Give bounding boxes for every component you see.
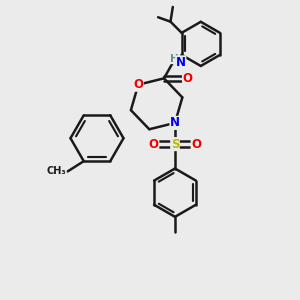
Text: S: S bbox=[171, 138, 179, 151]
Text: O: O bbox=[182, 72, 193, 85]
Text: O: O bbox=[133, 78, 143, 91]
Text: H: H bbox=[170, 54, 179, 64]
Text: O: O bbox=[191, 138, 201, 151]
Text: N: N bbox=[170, 116, 180, 129]
Text: O: O bbox=[149, 138, 159, 151]
Text: CH₃: CH₃ bbox=[46, 167, 66, 176]
Text: N: N bbox=[176, 56, 186, 69]
